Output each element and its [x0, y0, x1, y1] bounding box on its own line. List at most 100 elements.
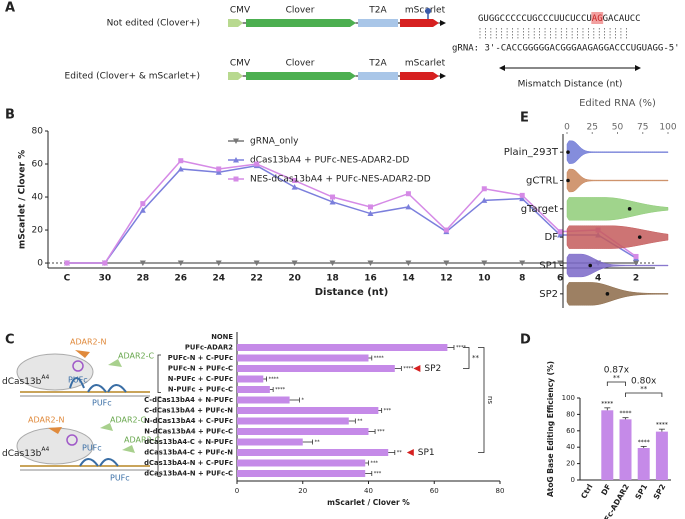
- highlight: [591, 12, 604, 24]
- comparison-stars: **: [640, 385, 648, 393]
- point: [519, 195, 526, 202]
- cas: dCas13b: [2, 449, 42, 459]
- construct-label: Not edited (Clover+): [107, 19, 200, 29]
- mean-dot: [605, 292, 610, 296]
- x-tick-label: 14: [402, 274, 415, 284]
- y-tick-label: 0: [571, 476, 575, 484]
- significance: ****: [456, 345, 467, 351]
- x-tick-label: 20: [298, 487, 307, 495]
- x-tick-label: DF: [599, 483, 612, 497]
- part-label: CMV: [230, 59, 251, 69]
- x-tick-label: SP1: [633, 483, 649, 501]
- bracket-label: ns: [486, 396, 494, 404]
- diagram-label: PUFc: [92, 399, 112, 408]
- category-label: dCas13bA4-N + PUFc-C: [144, 470, 233, 478]
- category-label: N-dCas13bA4 + C-PUFc: [144, 417, 233, 425]
- x-tick-label: 16: [364, 274, 377, 284]
- point: [519, 192, 525, 198]
- point: [557, 229, 563, 235]
- point: [139, 207, 146, 213]
- mscarlet: [400, 72, 439, 80]
- point: [481, 197, 488, 203]
- category-label: C-dCas13bA4 + PUFc-N: [144, 407, 233, 415]
- x-tick-label: 18: [326, 274, 339, 284]
- point: [102, 260, 108, 266]
- point: [178, 158, 184, 164]
- category-label: SP2: [539, 289, 558, 300]
- bar: [237, 470, 366, 477]
- significance: ****: [403, 366, 414, 372]
- legend-label: dCas13bA4 + PUFc-NES-ADAR2-DD: [250, 156, 409, 166]
- point: [367, 210, 374, 217]
- x-tick-label: 50: [612, 123, 624, 133]
- point: [329, 198, 336, 205]
- significance: **: [357, 419, 363, 425]
- clover: [246, 19, 356, 27]
- point: [633, 260, 640, 267]
- category-label: PUFc-N + PUFc-C: [168, 365, 233, 373]
- panel-letter: E: [520, 111, 529, 126]
- group-bracket: [157, 396, 161, 477]
- mean-dot: [588, 263, 593, 268]
- part-label: Clover: [286, 59, 315, 69]
- bar: [237, 407, 379, 414]
- violin: [566, 253, 669, 278]
- x-tick-label: 12: [440, 274, 453, 284]
- construct-label: Edited (Clover+ & mScarlet+): [65, 72, 200, 82]
- point: [519, 260, 526, 267]
- bar: [637, 448, 650, 480]
- category-label: NONE: [211, 333, 233, 341]
- callout-label: SP2: [424, 364, 441, 374]
- category-label: PUFc-ADAR2: [185, 344, 233, 352]
- category-label: C-dCas13bA4 + N-PUFc: [144, 396, 233, 404]
- legend-label: NES-dCas13bA4 + PUFc-NES-ADAR2-DD: [250, 175, 431, 185]
- x-tick-label: 25: [587, 123, 598, 133]
- cmv: [228, 72, 243, 80]
- x-tick-label: 2: [633, 274, 639, 284]
- x-tick-label: 0: [564, 123, 570, 133]
- point: [443, 260, 450, 267]
- violin: [566, 140, 669, 164]
- mean-dot: [637, 235, 642, 239]
- grna: gRNA: 3'-CACCGGGGGACGGGAAGAGGACCCUGUAGG-…: [452, 44, 680, 54]
- bar: [237, 396, 290, 404]
- sequence-part: AG: [592, 14, 603, 24]
- y-tick-label: 60: [566, 427, 575, 435]
- x-tick-label: 22: [250, 274, 263, 284]
- bar: [237, 365, 395, 372]
- comparison-ratio: 0.87x: [604, 366, 630, 376]
- diagram-label: dCas13bA4: [2, 374, 49, 387]
- significance: ****: [620, 410, 632, 417]
- point: [64, 260, 70, 266]
- target-sequence: GUGGCCCCCUGCCCUUCUCCUAGGACAUCC: [478, 14, 641, 24]
- diagram-label: PUFc: [110, 474, 130, 483]
- callout-arrow: [406, 449, 414, 456]
- point: [177, 165, 184, 172]
- callout-arrow: [413, 365, 421, 372]
- callout-label: SP1: [418, 448, 435, 458]
- y-tick-label: 40: [32, 193, 44, 203]
- chart-title: Edited RNA (%): [579, 98, 656, 109]
- group-bracket: [157, 354, 161, 393]
- x-axis-label: mScarlet / Clover %: [327, 498, 410, 507]
- category-label: dCas13bA4-C + PUFc-N: [144, 449, 233, 457]
- mscarlet: [400, 19, 439, 27]
- significance: ****: [656, 422, 668, 429]
- bar: [601, 410, 614, 480]
- part-label: mScarlet: [405, 59, 446, 69]
- category-label: gCTRL: [526, 176, 558, 187]
- bracket-label: **: [472, 354, 480, 362]
- category-label: dCas13bA4-C + N-PUFc: [144, 438, 233, 446]
- x-tick-label: 28: [137, 274, 150, 284]
- point: [481, 260, 488, 267]
- t2a: [358, 72, 398, 80]
- x-axis-label: Distance (nt): [315, 287, 389, 298]
- point: [177, 260, 184, 267]
- point: [633, 253, 639, 259]
- point: [292, 178, 298, 184]
- point: [557, 260, 564, 267]
- category-label: N-dCas13bA4 + PUFc-C: [144, 428, 233, 436]
- mean-dot: [566, 150, 570, 154]
- significance: ***: [374, 471, 382, 477]
- point: [330, 194, 336, 200]
